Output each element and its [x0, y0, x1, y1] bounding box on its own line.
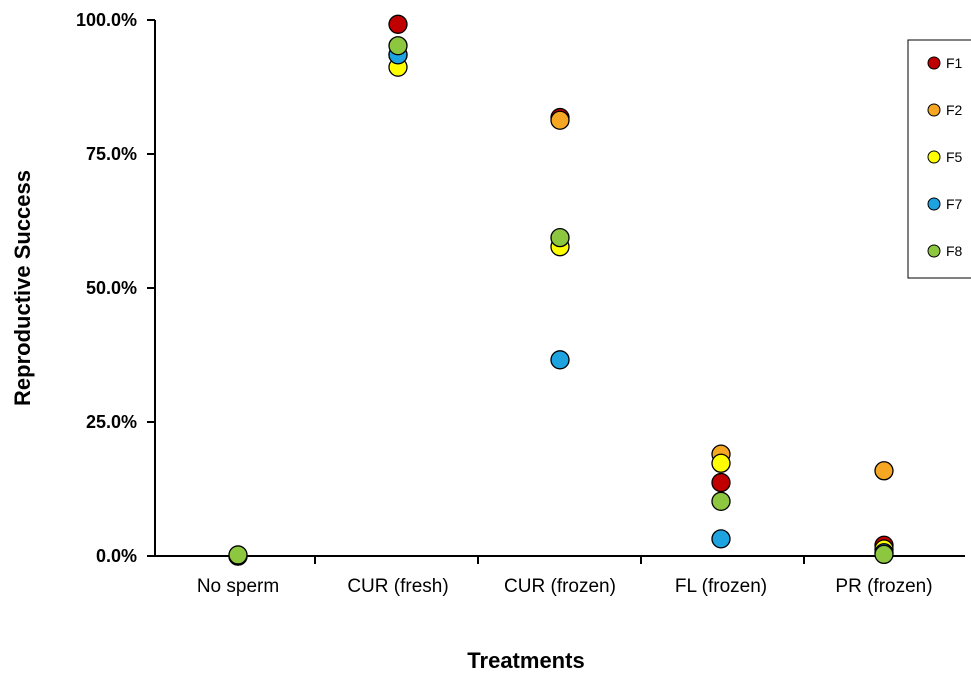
x-tick-label: No sperm — [197, 576, 279, 597]
y-tick-label: 0.0% — [96, 546, 137, 566]
legend-label-f8: F8 — [946, 243, 963, 259]
point-f8-0 — [228, 545, 248, 565]
legend-marker-f1 — [927, 56, 941, 70]
point-f7-3 — [711, 529, 731, 549]
legend-label-f2: F2 — [946, 102, 963, 118]
point-f1-3 — [711, 472, 731, 493]
legend-marker-f8 — [927, 244, 941, 258]
x-tick-label: CUR (frozen) — [504, 576, 616, 597]
legend-label-f1: F1 — [946, 55, 963, 71]
y-tick-label: 75.0% — [86, 144, 137, 164]
point-f5-3 — [711, 453, 731, 473]
y-ticks: 0.0% 25.0% 50.0% 75.0% 100.0% — [76, 10, 155, 566]
y-tick-label: 100.0% — [76, 10, 137, 30]
data-points — [228, 14, 894, 566]
x-tick-label: CUR (fresh) — [347, 576, 448, 597]
axes — [154, 20, 965, 557]
legend-marker-f2 — [927, 103, 941, 117]
legend-label-f5: F5 — [946, 149, 963, 165]
point-f8-1 — [388, 36, 408, 56]
x-tick-label: PR (frozen) — [835, 576, 932, 597]
point-f2-4 — [874, 461, 894, 481]
x-axis-title: Treatments — [467, 648, 584, 673]
y-tick-label: 25.0% — [86, 412, 137, 432]
point-f8-3 — [711, 491, 731, 511]
point-f2-2 — [550, 110, 570, 130]
x-ticks: No sperm CUR (fresh) CUR (frozen) FL (froze… — [197, 556, 933, 597]
y-axis-title: Reproductive Success — [10, 170, 35, 406]
legend-marker-f5 — [927, 150, 941, 164]
legend-label-f7: F7 — [946, 196, 963, 212]
x-tick-label: FL (frozen) — [675, 576, 767, 597]
point-f8-4 — [874, 544, 894, 565]
legend-marker-f7 — [927, 197, 941, 211]
point-f7-2 — [550, 350, 570, 370]
y-tick-label: 50.0% — [86, 278, 137, 298]
point-f8-2 — [550, 227, 570, 248]
legend: F1 F2 F5 F7 F8 — [907, 39, 971, 279]
point-f1-1 — [388, 14, 408, 34]
